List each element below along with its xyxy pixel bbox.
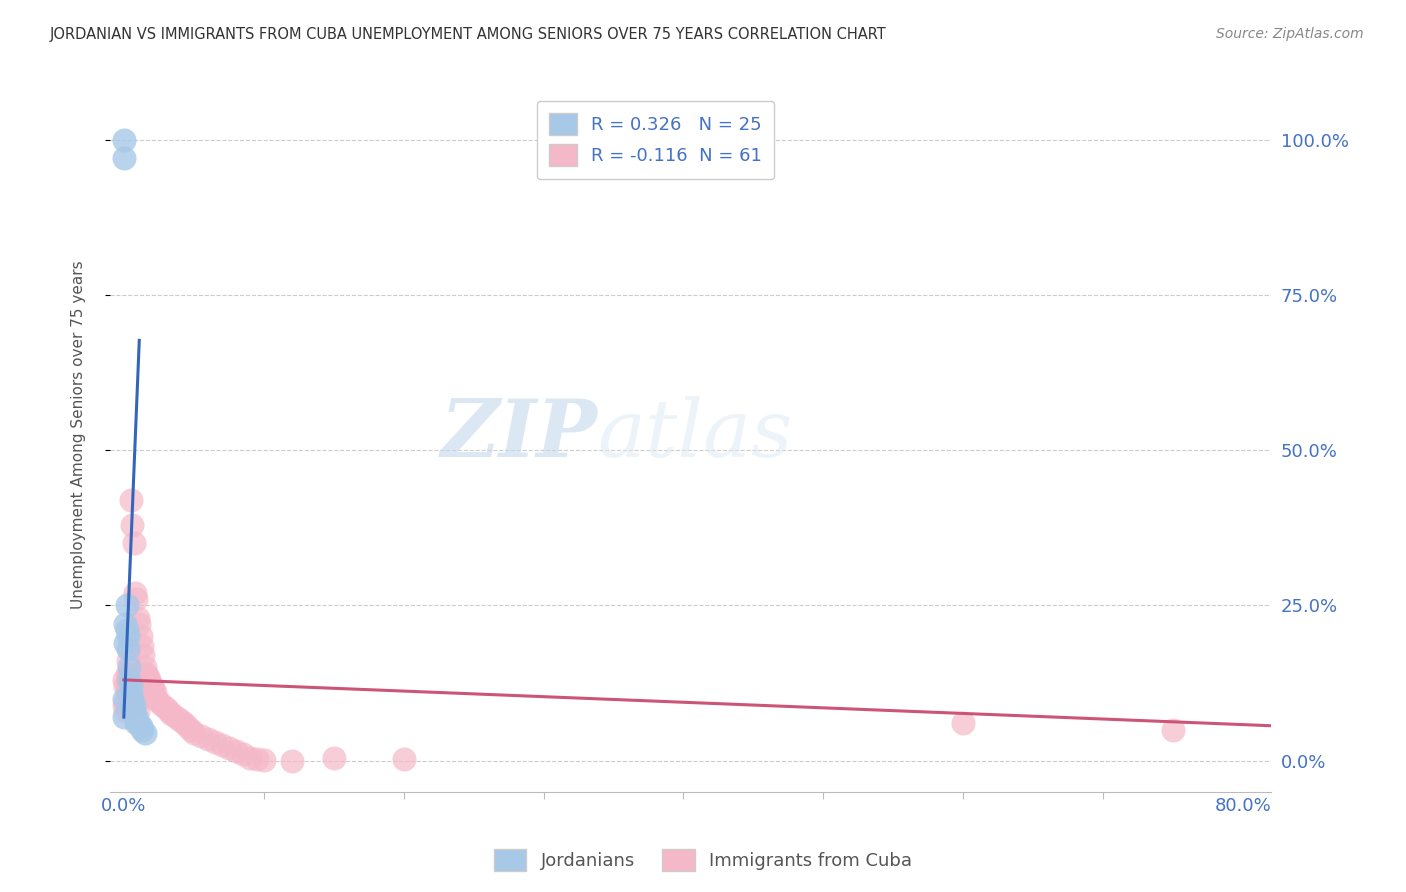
Point — [131, 639, 153, 653]
Point — [118, 641, 141, 656]
Point — [129, 629, 152, 643]
Point — [246, 752, 269, 766]
Text: atlas: atlas — [598, 396, 793, 474]
Point — [392, 752, 415, 766]
Point — [135, 666, 157, 681]
Point — [136, 670, 159, 684]
Point — [141, 679, 163, 693]
Point — [127, 704, 149, 718]
Point — [120, 691, 142, 706]
Point — [204, 735, 226, 749]
Point — [138, 673, 160, 687]
Point — [112, 132, 135, 146]
Point — [115, 685, 138, 699]
Point — [115, 599, 138, 613]
Text: Source: ZipAtlas.com: Source: ZipAtlas.com — [1216, 27, 1364, 41]
Point — [115, 624, 138, 638]
Point — [239, 750, 262, 764]
Point — [232, 747, 254, 762]
Point — [180, 723, 202, 737]
Point — [143, 685, 166, 699]
Point — [114, 704, 136, 718]
Point — [127, 611, 149, 625]
Point — [112, 698, 135, 712]
Point — [169, 713, 191, 727]
Point — [122, 536, 145, 550]
Point — [127, 716, 149, 731]
Point — [160, 707, 183, 722]
Point — [211, 738, 233, 752]
Point — [121, 691, 143, 706]
Point — [128, 617, 150, 632]
Point — [122, 698, 145, 712]
Point — [125, 698, 148, 712]
Point — [131, 723, 153, 737]
Point — [121, 517, 143, 532]
Point — [1161, 723, 1184, 737]
Point — [117, 673, 139, 687]
Point — [129, 719, 152, 733]
Point — [125, 710, 148, 724]
Point — [117, 654, 139, 668]
Point — [122, 685, 145, 699]
Point — [125, 716, 148, 731]
Point — [115, 666, 138, 681]
Point — [134, 660, 156, 674]
Point — [176, 719, 198, 733]
Point — [118, 673, 141, 687]
Legend: R = 0.326   N = 25, R = -0.116  N = 61: R = 0.326 N = 25, R = -0.116 N = 61 — [537, 101, 775, 179]
Point — [197, 731, 219, 746]
Point — [322, 750, 344, 764]
Legend: Jordanians, Immigrants from Cuba: Jordanians, Immigrants from Cuba — [486, 842, 920, 879]
Point — [157, 704, 180, 718]
Point — [124, 710, 146, 724]
Point — [114, 679, 136, 693]
Point — [121, 698, 143, 712]
Point — [155, 701, 177, 715]
Point — [122, 704, 145, 718]
Point — [173, 716, 195, 731]
Point — [142, 682, 165, 697]
Point — [148, 695, 170, 709]
Point — [139, 676, 162, 690]
Point — [125, 592, 148, 607]
Point — [118, 660, 141, 674]
Text: ZIP: ZIP — [440, 396, 598, 474]
Point — [150, 698, 173, 712]
Point — [183, 725, 205, 739]
Point — [225, 744, 247, 758]
Point — [190, 729, 212, 743]
Point — [145, 691, 167, 706]
Point — [112, 151, 135, 165]
Point — [280, 754, 302, 768]
Point — [117, 641, 139, 656]
Point — [120, 679, 142, 693]
Point — [120, 685, 142, 699]
Point — [118, 666, 141, 681]
Point — [134, 725, 156, 739]
Point — [112, 673, 135, 687]
Point — [117, 629, 139, 643]
Point — [952, 716, 974, 731]
Text: JORDANIAN VS IMMIGRANTS FROM CUBA UNEMPLOYMENT AMONG SENIORS OVER 75 YEARS CORRE: JORDANIAN VS IMMIGRANTS FROM CUBA UNEMPL… — [49, 27, 886, 42]
Point — [124, 691, 146, 706]
Point — [114, 617, 136, 632]
Point — [124, 586, 146, 600]
Point — [114, 635, 136, 649]
Point — [253, 753, 276, 767]
Point — [132, 648, 155, 662]
Point — [165, 710, 187, 724]
Point — [112, 691, 135, 706]
Point — [121, 679, 143, 693]
Point — [112, 710, 135, 724]
Point — [218, 741, 240, 756]
Point — [120, 492, 142, 507]
Y-axis label: Unemployment Among Seniors over 75 years: Unemployment Among Seniors over 75 years — [72, 260, 86, 609]
